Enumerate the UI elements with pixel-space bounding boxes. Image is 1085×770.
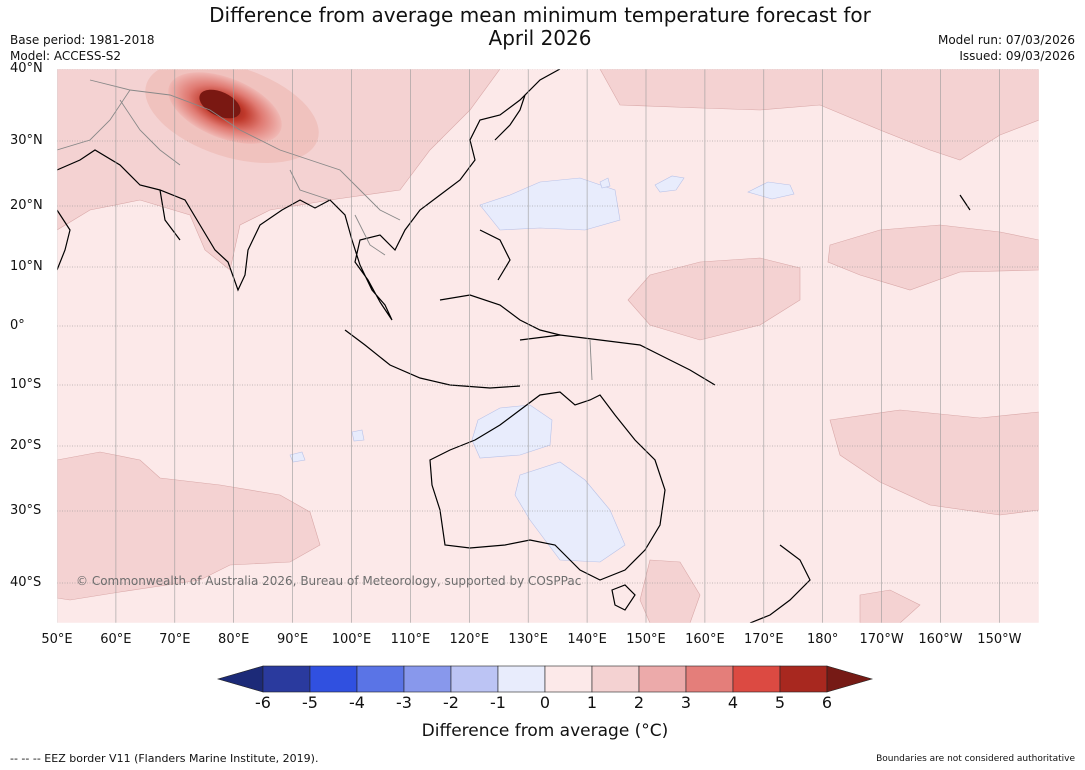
map-canvas (0, 0, 1085, 770)
colorbar-swatch (686, 666, 733, 692)
lon-label: 170°E (744, 632, 784, 647)
colorbar-tick-label: 4 (728, 693, 738, 712)
lon-label: 130°E (508, 632, 548, 647)
colorbar-swatch (639, 666, 686, 692)
lon-label: 170°W (860, 632, 904, 647)
lat-label: 30°S (10, 503, 41, 518)
colorbar-swatch (592, 666, 639, 692)
map-area (57, 41, 1039, 623)
colorbar-swatch (733, 666, 780, 692)
lat-label: 20°N (10, 198, 43, 213)
colorbar-swatch (357, 666, 404, 692)
lat-label: 30°N (10, 133, 43, 148)
lat-label: 40°S (10, 575, 41, 590)
copyright-notice: © Commonwealth of Australia 2026, Bureau… (76, 574, 581, 588)
lat-label: 20°S (10, 438, 41, 453)
colorbar-extend-high (827, 666, 872, 692)
lon-label: 80°E (218, 632, 249, 647)
colorbar-swatch (545, 666, 592, 692)
lon-label: 140°E (567, 632, 607, 647)
colorbar-tick-label: -3 (396, 693, 412, 712)
colorbar-tick-label: 6 (822, 693, 832, 712)
colorbar-swatch (780, 666, 827, 692)
lon-label: 50°E (41, 632, 72, 647)
lon-label: 160°E (685, 632, 725, 647)
lon-label: 90°E (277, 632, 308, 647)
lon-label: 110°E (391, 632, 431, 647)
colorbar-swatch (310, 666, 357, 692)
eez-legend: -- -- -- EEZ border V11 (Flanders Marine… (10, 752, 318, 765)
lon-label: 180° (807, 632, 838, 647)
lat-label: 10°N (10, 259, 43, 274)
colorbar-swatch (498, 666, 545, 692)
colorbar-tick-label: 2 (634, 693, 644, 712)
colorbar-swatch (404, 666, 451, 692)
lat-label: 10°S (10, 377, 41, 392)
lon-label: 70°E (159, 632, 190, 647)
colorbar (218, 666, 872, 692)
colorbar-tick-label: -6 (255, 693, 271, 712)
lon-label: 60°E (100, 632, 131, 647)
colorbar-tick-label: 3 (681, 693, 691, 712)
lon-label: 150°W (977, 632, 1021, 647)
colorbar-tick-label: 5 (775, 693, 785, 712)
colorbar-tick-label: -5 (302, 693, 318, 712)
colorbar-extend-low (218, 666, 263, 692)
colorbar-swatch (263, 666, 310, 692)
lon-label: 100°E (332, 632, 372, 647)
boundaries-disclaimer: Boundaries are not considered authoritat… (876, 754, 1075, 764)
lon-label: 120°E (450, 632, 490, 647)
colorbar-label: Difference from average (°C) (300, 721, 790, 741)
lat-label: 40°N (10, 61, 43, 76)
colorbar-tick-label: -2 (443, 693, 459, 712)
colorbar-swatch (451, 666, 498, 692)
lon-label: 150°E (626, 632, 666, 647)
colorbar-tick-label: -4 (349, 693, 365, 712)
colorbar-tick-label: 1 (587, 693, 597, 712)
lon-label: 160°W (918, 632, 962, 647)
lat-label: 0° (10, 318, 25, 333)
colorbar-tick-label: 0 (540, 693, 550, 712)
colorbar-tick-label: -1 (490, 693, 506, 712)
